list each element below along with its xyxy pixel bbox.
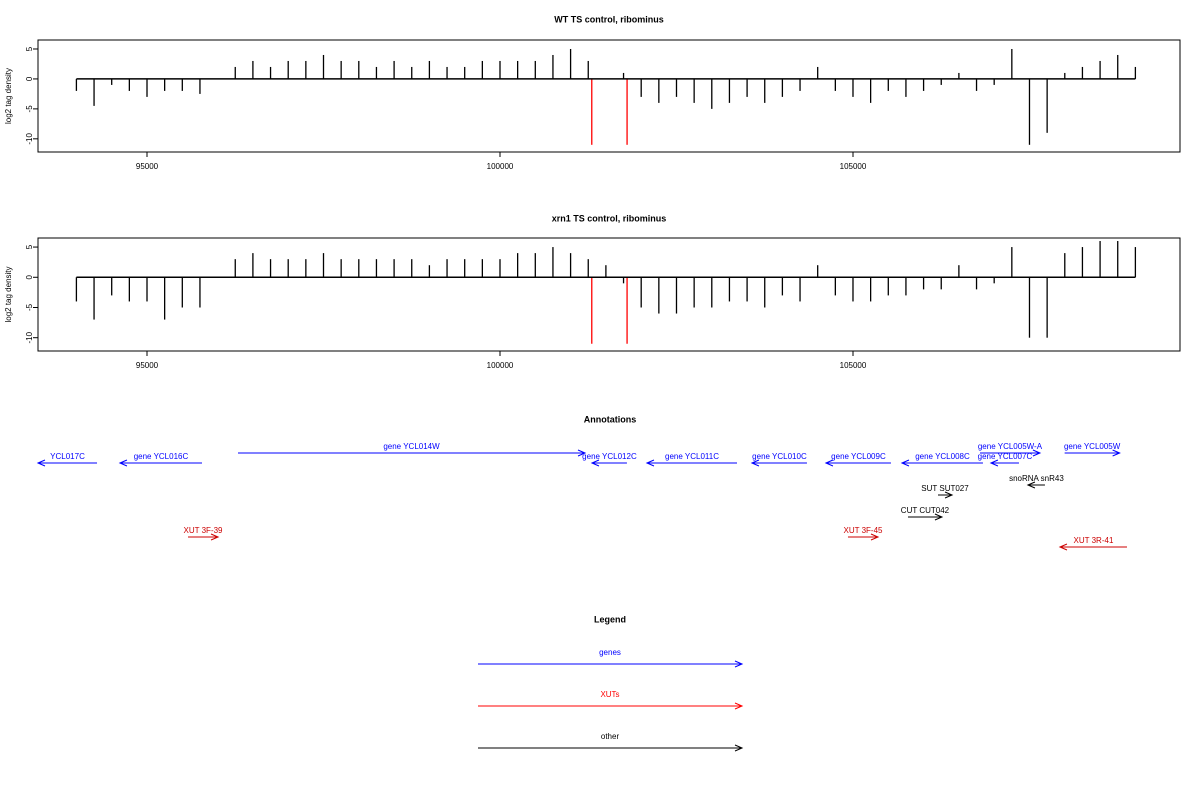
y-tick-label: 5 — [25, 244, 34, 249]
feature-arrow-head — [934, 513, 944, 521]
feature-arrow-head — [1112, 449, 1121, 457]
legend-label: genes — [599, 648, 621, 657]
plot-frame — [37, 39, 1181, 153]
x-tick-label: 100000 — [487, 162, 514, 171]
feature-label: gene YCL005W-A — [978, 442, 1043, 451]
feature-label: gene YCL016C — [134, 452, 189, 461]
x-tick-label: 95000 — [136, 162, 159, 171]
y-axis-label: log2 tag density — [4, 68, 13, 124]
feature-label: gene YCL005W — [1064, 442, 1121, 451]
y-tick-label: -10 — [25, 132, 34, 144]
plot-frame — [37, 237, 1181, 352]
legend-label: XUTs — [600, 690, 619, 699]
y-tick-label: 5 — [25, 46, 34, 51]
chart-title: xrn1 TS control, ribominus — [552, 213, 667, 223]
feature-arrow-head — [989, 459, 999, 467]
feature-arrow-head — [900, 459, 910, 467]
feature-arrow-head — [1032, 449, 1042, 457]
x-tick-label: 105000 — [840, 162, 867, 171]
feature-arrow-head — [870, 533, 880, 541]
y-tick-label: 0 — [25, 76, 34, 81]
feature-label: SUT SUT027 — [921, 484, 969, 493]
chart-title: WT TS control, ribominus — [554, 14, 664, 24]
y-tick-label: -5 — [25, 105, 34, 113]
annotations-title: Annotations — [584, 414, 637, 424]
feature-label: CUT CUT042 — [901, 506, 950, 515]
x-tick-label: 95000 — [136, 361, 159, 370]
feature-label: gene YCL012C — [582, 452, 637, 461]
feature-label: YCL017C — [50, 452, 85, 461]
feature-arrow-head — [210, 533, 220, 541]
feature-arrow-head — [750, 459, 760, 467]
y-tick-label: -5 — [25, 303, 34, 311]
feature-label: gene YCL011C — [665, 452, 719, 461]
feature-arrow-head — [1026, 481, 1036, 489]
legend-arrow-head — [734, 702, 744, 710]
feature-arrow-head — [944, 491, 954, 499]
feature-arrow-head — [590, 459, 600, 467]
feature-label: XUT 3F-45 — [843, 526, 883, 535]
feature-label: gene YCL014W — [383, 442, 440, 451]
legend-arrow-head — [734, 660, 744, 668]
feature-arrow-head — [118, 459, 128, 467]
feature-arrow-head — [36, 459, 46, 467]
feature-label: XUT 3F-39 — [184, 526, 224, 535]
feature-arrow-head — [1058, 543, 1068, 551]
feature-label: gene YCL009C — [831, 452, 886, 461]
legend-label: other — [601, 732, 620, 741]
feature-arrow-head — [577, 449, 587, 457]
feature-arrow-head — [824, 459, 834, 467]
feature-label: snoRNA snR43 — [1009, 474, 1064, 483]
y-tick-label: 0 — [25, 275, 34, 280]
y-axis-label: log2 tag density — [4, 266, 13, 322]
legend-title: Legend — [594, 614, 626, 624]
legend-arrow-head — [734, 744, 744, 752]
x-tick-label: 100000 — [487, 361, 514, 370]
feature-label: gene YCL008C — [915, 452, 970, 461]
feature-label: XUT 3R-41 — [1074, 536, 1114, 545]
x-tick-label: 105000 — [840, 361, 867, 370]
feature-arrow-head — [645, 459, 655, 467]
feature-label: gene YCL007C — [978, 452, 1033, 461]
feature-label: gene YCL010C — [752, 452, 807, 461]
y-tick-label: -10 — [25, 331, 34, 343]
